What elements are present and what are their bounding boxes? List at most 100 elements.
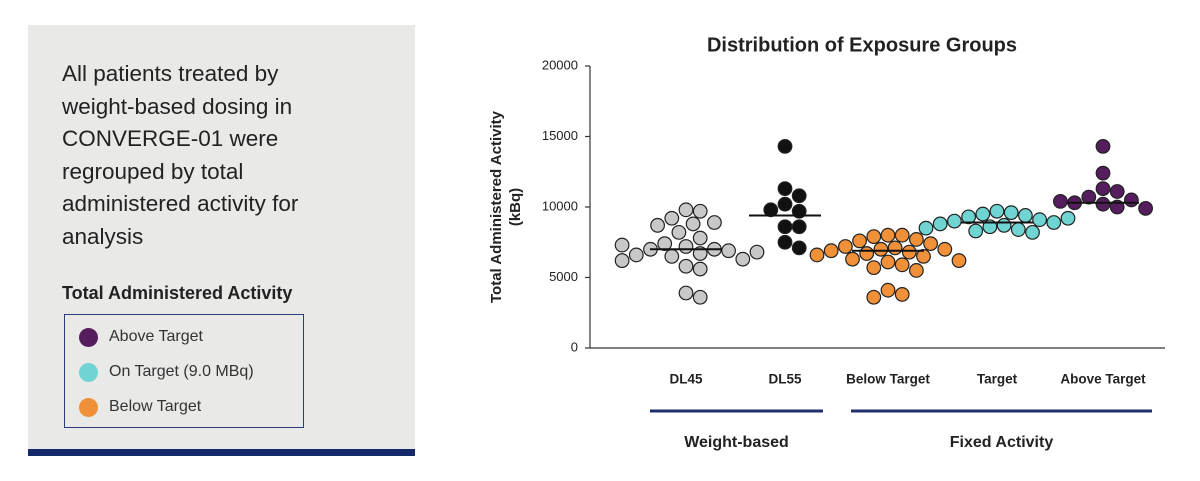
- data-point: [692, 230, 708, 246]
- data-point: [880, 227, 896, 243]
- y-axis-label: Total Administered Activity: [488, 110, 505, 303]
- data-point: [692, 261, 708, 277]
- data-point: [650, 217, 665, 233]
- legend-swatch: [79, 327, 98, 347]
- data-point: [1032, 212, 1047, 228]
- panel-text-line: All patients treated by: [62, 61, 279, 86]
- data-point: [777, 138, 793, 154]
- data-point: [859, 246, 875, 261]
- data-point: [923, 236, 938, 252]
- data-point: [1046, 215, 1062, 230]
- data-point: [628, 247, 644, 263]
- panel-text-line: administered activity for: [62, 191, 299, 216]
- data-point: [1095, 165, 1111, 181]
- data-point: [989, 203, 1005, 219]
- panel-text-line: analysis: [62, 223, 144, 249]
- data-point: [763, 202, 779, 218]
- data-point: [845, 251, 860, 267]
- data-point: [1109, 184, 1125, 199]
- data-point: [678, 285, 694, 301]
- data-point: [918, 220, 934, 236]
- data-point: [791, 219, 807, 235]
- data-point: [1003, 205, 1019, 221]
- data-point: [823, 243, 839, 259]
- data-point: [1052, 193, 1068, 209]
- data-point: [664, 210, 680, 226]
- y-axis-label: (kBq): [507, 188, 524, 226]
- data-point: [1025, 224, 1040, 240]
- panel-bar: [28, 449, 415, 456]
- x-tick-label: DL45: [669, 372, 703, 387]
- data-point: [671, 224, 687, 240]
- data-point: [735, 251, 751, 267]
- data-point: [968, 223, 984, 239]
- data-point: [901, 244, 917, 260]
- panel-text: All patients treated by weight-based dosi…: [62, 58, 298, 253]
- x-tick-label: DL55: [768, 372, 802, 387]
- legend-swatch: [79, 397, 98, 417]
- data-point: [809, 247, 825, 263]
- legend-item: Below Target: [79, 395, 201, 419]
- data-point: [678, 239, 694, 254]
- data-point: [880, 254, 896, 270]
- legend-title: Total Administered Activity: [62, 283, 293, 303]
- data-point: [880, 282, 896, 298]
- data-point: [894, 287, 910, 302]
- data-point: [887, 240, 903, 256]
- data-point: [614, 237, 630, 253]
- data-point: [937, 241, 953, 257]
- data-point: [678, 258, 694, 274]
- data-point: [1095, 181, 1111, 197]
- data-point: [932, 216, 948, 232]
- chart-title: Distribution of Exposure Groups: [707, 34, 1017, 56]
- data-point: [909, 263, 924, 278]
- data-point: [749, 244, 765, 260]
- y-tick-label: 5000: [549, 269, 578, 284]
- legend-item: Above Target: [79, 325, 203, 349]
- info-panel: All patients treated by weight-based dosi…: [28, 25, 415, 449]
- data-point: [996, 217, 1012, 233]
- group-label: Weight-based: [684, 434, 789, 451]
- data-point: [947, 213, 962, 229]
- data-point: [707, 215, 722, 230]
- data-point: [692, 289, 708, 305]
- data-point: [852, 233, 867, 249]
- data-point: [685, 216, 701, 232]
- data-point: [791, 188, 807, 204]
- data-point: [975, 206, 991, 222]
- data-point: [1081, 189, 1097, 205]
- data-point: [961, 209, 976, 225]
- data-point: [838, 239, 853, 254]
- data-point: [951, 253, 967, 268]
- data-point: [777, 181, 793, 197]
- legend: Above Target On Target (9.0 MBq) Below Tar…: [64, 314, 304, 428]
- data-point: [866, 260, 882, 276]
- legend-label: Above Target: [109, 328, 203, 345]
- data-point: [866, 289, 882, 305]
- x-tick-label: Target: [977, 372, 1018, 387]
- data-point: [1095, 138, 1111, 154]
- legend-swatch: [79, 362, 98, 382]
- data-point: [894, 257, 910, 273]
- data-point: [791, 240, 807, 256]
- data-point: [1095, 196, 1111, 212]
- y-tick-label: 0: [571, 339, 578, 354]
- data-point: [777, 196, 793, 212]
- data-point: [692, 203, 708, 219]
- data-point: [678, 202, 694, 218]
- x-tick-label: Above Target: [1060, 372, 1146, 387]
- data-point: [614, 253, 630, 268]
- data-point: [1123, 192, 1139, 208]
- data-point: [916, 248, 931, 264]
- data-point: [1018, 208, 1033, 223]
- data-point: [909, 232, 924, 247]
- group-label: Fixed Activity: [950, 434, 1054, 451]
- legend-label: On Target (9.0 MBq): [109, 363, 254, 380]
- panel-text-line: regrouped by total: [62, 158, 244, 184]
- panel-text-line: weight-based dosing in: [62, 93, 293, 119]
- legend-item: On Target (9.0 MBq): [79, 360, 254, 384]
- data-point: [664, 248, 680, 264]
- data-point: [657, 236, 673, 252]
- y-tick-label: 20000: [542, 57, 578, 72]
